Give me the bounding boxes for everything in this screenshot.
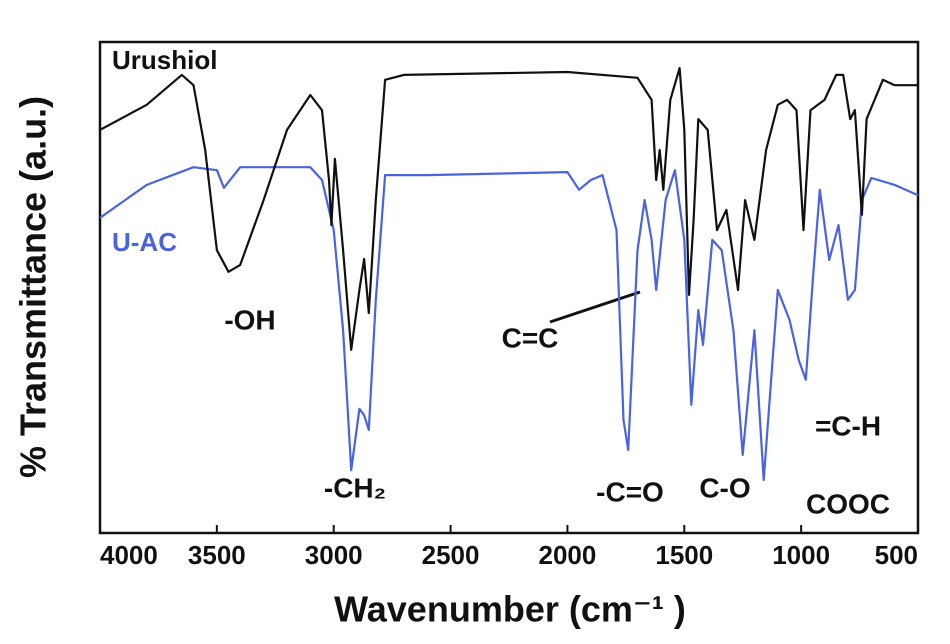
plot-frame [98, 40, 920, 535]
x-tick-label: 1000 [772, 540, 830, 570]
x-tick-label: 2000 [539, 540, 597, 570]
annotation: COOC [806, 488, 890, 519]
series-line [99, 66, 918, 351]
annotation: -CH₂ [324, 472, 386, 503]
x-tick-label: 2500 [422, 540, 480, 570]
series-line [99, 166, 919, 482]
x-tick-label: 3000 [305, 540, 363, 570]
x-tick-label: 1500 [655, 540, 713, 570]
x-tick-label: 3500 [188, 540, 246, 570]
pointer-line [549, 290, 641, 324]
y-axis-title: % Transmittance (a.u.) [13, 96, 54, 478]
annotation: C-O [699, 472, 750, 503]
annotation: -C=O [596, 476, 664, 507]
annotation: C=C [502, 322, 559, 353]
x-tick-label: 500 [875, 540, 918, 570]
x-tick-label: 4000 [100, 540, 158, 570]
x-axis-title: Wavenumber (cm⁻¹ ) [334, 589, 686, 630]
series-label: Urushiol [112, 45, 217, 75]
series-label: U-AC [112, 227, 177, 257]
annotation: =C-H [815, 410, 881, 441]
annotation: -OH [224, 304, 275, 335]
